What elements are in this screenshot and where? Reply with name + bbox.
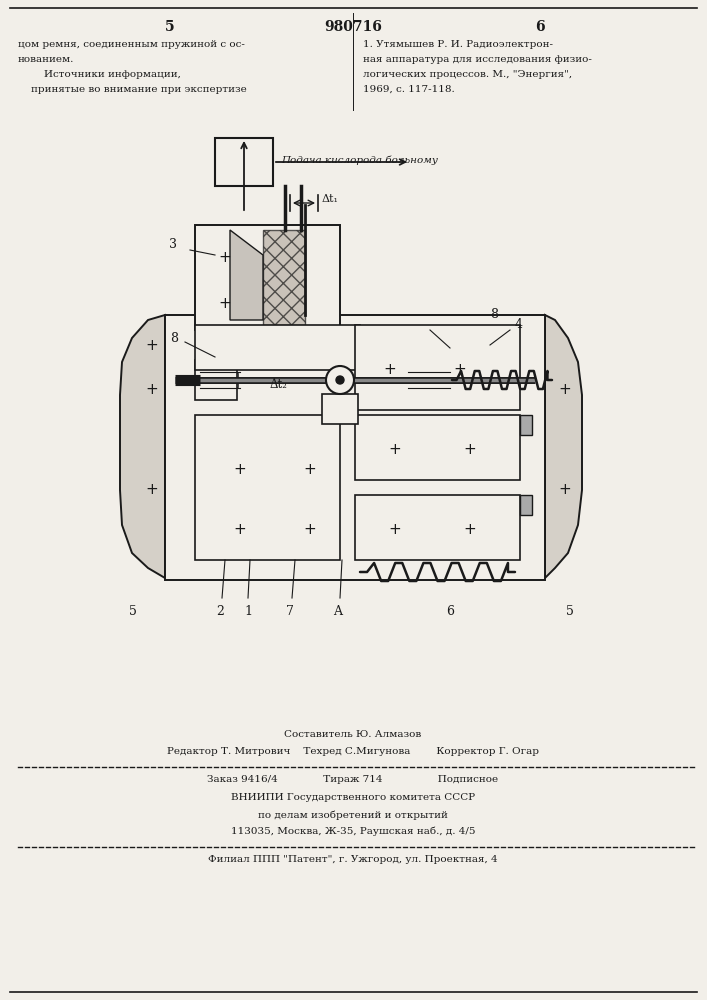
Text: +: + [303, 462, 316, 478]
Bar [195, 325, 360, 370]
Bar [445, 373, 448, 387]
Text: ВНИИПИ Государственного комитета СССР: ВНИИПИ Государственного комитета СССР [231, 793, 475, 802]
Text: +: + [559, 483, 571, 497]
Bar [195, 415, 340, 560]
Text: +: + [559, 382, 571, 397]
Bar [355, 325, 520, 410]
Text: +: + [233, 462, 246, 478]
Text: +: + [146, 338, 158, 353]
Text: Источники информации,: Источники информации, [18, 70, 181, 79]
Bar [430, 373, 433, 387]
Bar [263, 230, 305, 325]
Text: 113035, Москва, Ж-35, Раушская наб., д. 4/5: 113035, Москва, Ж-35, Раушская наб., д. … [230, 827, 475, 836]
Text: ная аппаратура для исследования физио-: ная аппаратура для исследования физио- [363, 55, 592, 64]
Text: логических процессов. М., "Энергия",: логических процессов. М., "Энергия", [363, 70, 572, 79]
Text: Заказ 9416/4              Тираж 714                 Подписное: Заказ 9416/4 Тираж 714 Подписное [207, 775, 498, 784]
Circle shape [336, 376, 344, 384]
Text: +: + [233, 522, 246, 538]
Text: +: + [146, 382, 158, 397]
Bar [220, 373, 223, 387]
Bar [520, 415, 532, 435]
Bar [200, 373, 203, 387]
Bar [355, 415, 520, 480]
Text: Δt₂: Δt₂ [269, 378, 287, 391]
Text: 8: 8 [490, 308, 498, 322]
Text: 980716: 980716 [324, 20, 382, 34]
Bar [322, 394, 358, 424]
Bar [230, 373, 233, 387]
Bar [215, 138, 273, 186]
Text: +: + [218, 250, 231, 265]
Text: Подача кислорода больному: Подача кислорода больному [281, 155, 438, 165]
Bar [435, 373, 438, 387]
Polygon shape [230, 230, 263, 320]
Polygon shape [545, 315, 582, 578]
Bar [410, 373, 413, 387]
Text: 1: 1 [244, 605, 252, 618]
Text: 2: 2 [216, 605, 224, 618]
Bar [195, 225, 340, 330]
Text: по делам изобретений и открытий: по делам изобретений и открытий [258, 810, 448, 820]
Bar [440, 373, 443, 387]
Text: 5: 5 [129, 605, 137, 618]
Bar [355, 495, 520, 560]
Text: принятые во внимание при экспертизе: принятые во внимание при экспертизе [18, 85, 247, 94]
Text: +: + [389, 522, 402, 538]
Text: +: + [218, 296, 231, 310]
Text: +: + [454, 362, 467, 377]
Text: +: + [146, 483, 158, 497]
Bar [225, 373, 228, 387]
Text: Δt₁: Δt₁ [322, 194, 339, 204]
Text: 1. Утямышев Р. И. Радиоэлектрон-: 1. Утямышев Р. И. Радиоэлектрон- [363, 40, 553, 49]
Bar [420, 373, 423, 387]
Text: нованием.: нованием. [18, 55, 74, 64]
Bar [210, 373, 213, 387]
Bar [205, 373, 208, 387]
Text: 8: 8 [170, 332, 178, 344]
Bar [165, 315, 545, 580]
Bar [415, 373, 418, 387]
Text: +: + [464, 442, 477, 458]
Bar [520, 495, 532, 515]
Text: 4: 4 [515, 318, 523, 332]
Text: цом ремня, соединенным пружиной с ос-: цом ремня, соединенным пружиной с ос- [18, 40, 245, 49]
Bar [195, 360, 237, 400]
Text: Филиал ППП "Патент", г. Ужгород, ул. Проектная, 4: Филиал ППП "Патент", г. Ужгород, ул. Про… [208, 855, 498, 864]
Text: +: + [384, 362, 397, 377]
Text: 6: 6 [446, 605, 454, 618]
Text: 5: 5 [566, 605, 574, 618]
Text: A: A [334, 605, 342, 618]
Text: +: + [303, 522, 316, 538]
Circle shape [326, 366, 354, 394]
Text: 5: 5 [165, 20, 175, 34]
Bar [215, 373, 218, 387]
Text: 7: 7 [286, 605, 294, 618]
Bar [235, 373, 238, 387]
Text: Редактор Т. Митрович    Техред С.Мигунова        Корректор Г. Огар: Редактор Т. Митрович Техред С.Мигунова К… [167, 747, 539, 756]
Text: Составитель Ю. Алмазов: Составитель Ю. Алмазов [284, 730, 421, 739]
Text: 6: 6 [535, 20, 545, 34]
Text: 3: 3 [169, 238, 177, 251]
Polygon shape [120, 315, 165, 578]
Text: +: + [464, 522, 477, 538]
Text: +: + [389, 442, 402, 458]
Text: 1969, с. 117-118.: 1969, с. 117-118. [363, 85, 455, 94]
Bar [425, 373, 428, 387]
